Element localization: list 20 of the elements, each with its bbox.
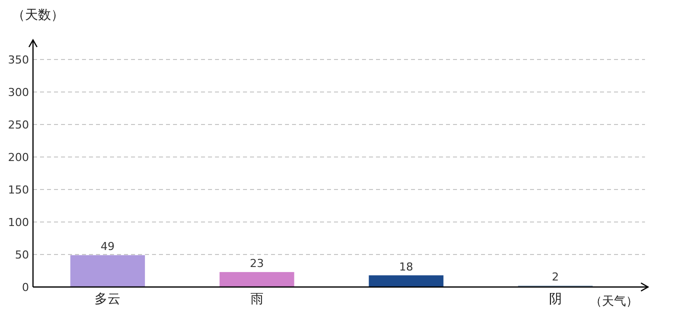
y-tick-label: 100 (8, 216, 29, 229)
x-tick-label: 多云 (94, 292, 121, 307)
bar (70, 255, 145, 287)
data-label: 18 (399, 260, 414, 274)
x-tick-label: 阴 (548, 292, 562, 307)
y-tick-label: 200 (8, 151, 29, 164)
bar (368, 275, 444, 287)
y-tick-label: 250 (8, 118, 29, 132)
y-tick-label: 50 (15, 248, 29, 262)
data-label: 2 (552, 270, 559, 284)
data-label: 23 (250, 257, 264, 270)
x-tick-label: 雨 (250, 292, 264, 307)
y-tick-label: 0 (22, 281, 29, 294)
y-tick-label: 350 (8, 54, 29, 66)
y-axis-title: （天数） (12, 8, 64, 23)
data-label: 49 (100, 240, 115, 254)
bar (220, 272, 294, 287)
y-tick-label: 300 (8, 86, 29, 99)
x-axis-title: （天气） (590, 294, 638, 308)
y-tick-label: 150 (8, 184, 29, 196)
